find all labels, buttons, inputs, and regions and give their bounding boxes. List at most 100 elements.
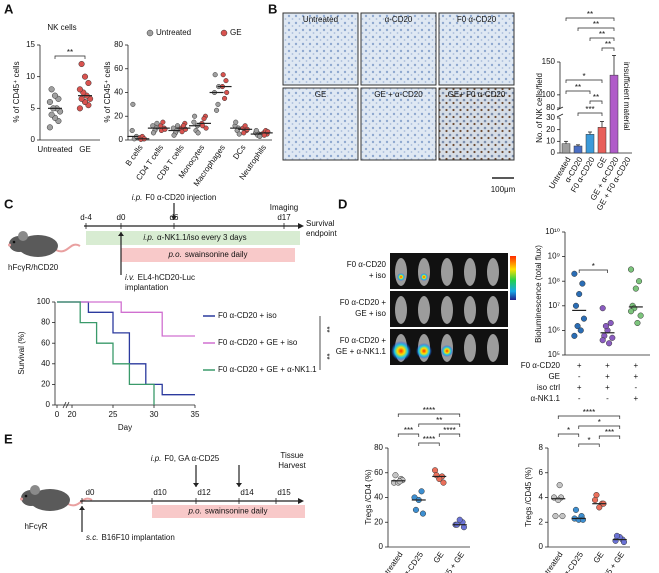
- y-tick-label: 100: [37, 297, 51, 306]
- survival-curve: [57, 301, 155, 405]
- data-point: [46, 98, 53, 106]
- bar: [597, 127, 607, 154]
- data-point: [392, 472, 399, 479]
- bar: [609, 74, 619, 154]
- harvest-line: Harvest: [278, 461, 306, 470]
- data-point: [220, 72, 226, 78]
- significance-bracket: [578, 443, 600, 447]
- chart-title: NK cells: [47, 23, 76, 32]
- data-point: [224, 89, 230, 96]
- tissue-image: [438, 12, 515, 86]
- significance-label: *: [582, 72, 585, 81]
- condition-value: -: [578, 394, 581, 403]
- panel-label: A: [4, 1, 14, 16]
- data-point: [233, 119, 239, 125]
- data-point: [572, 302, 580, 309]
- nk-depletion-route: i.p.: [143, 233, 154, 242]
- data-point: [580, 315, 588, 322]
- y-axis-label: No. of NK cells/field: [535, 73, 544, 143]
- condition-value: +: [605, 361, 610, 370]
- day-label: d12: [197, 488, 211, 497]
- data-point: [253, 127, 259, 134]
- mouse-strain: hFcγR: [24, 522, 47, 531]
- condition-value: +: [605, 372, 610, 381]
- condition-label: α-NK1.1: [530, 394, 560, 403]
- data-point: [192, 113, 198, 119]
- survival-curve: [57, 301, 195, 396]
- axis-break: [556, 106, 564, 111]
- data-point: [627, 266, 635, 273]
- luminescence: [397, 273, 405, 281]
- significance-label: ***: [605, 428, 614, 437]
- significance-bracket: [589, 100, 603, 104]
- data-point: [223, 78, 229, 84]
- tissue-image: [438, 87, 515, 161]
- swainsonine: p.o. swainsonine daily: [167, 250, 247, 259]
- data-point: [456, 516, 463, 523]
- axis-break: [62, 401, 67, 409]
- significance-bracket: [418, 442, 440, 446]
- harvest: Tissue Harvest: [278, 451, 306, 470]
- image-label: GE + α-CD20: [374, 90, 423, 99]
- scale-bar-label: 100μm: [491, 185, 516, 194]
- luminescence: [416, 343, 432, 359]
- data-point: [130, 101, 136, 107]
- x-tick-label: GE: [79, 145, 91, 154]
- image-label-line: F0 α-CD20 +: [340, 298, 387, 307]
- significance-bracket: [565, 79, 603, 83]
- image-label: F0 α-CD20 + GE + α-NK1.1: [336, 336, 387, 356]
- legend-marker: [220, 29, 228, 37]
- condition-label: GE: [548, 372, 560, 381]
- data-point: [602, 323, 609, 330]
- nk-depletion-text: α-NK1.1/iso every 3 days: [157, 233, 247, 242]
- imaged-mouse: [464, 296, 476, 324]
- y-tick-label: 40: [374, 493, 383, 502]
- legend-label: GE: [230, 28, 242, 37]
- injection-route: i.p.: [132, 193, 143, 202]
- data-point: [577, 327, 584, 334]
- data-point: [78, 95, 85, 102]
- data-point: [609, 334, 616, 341]
- y-tick-label: 60: [114, 64, 123, 73]
- data-point: [236, 131, 242, 137]
- data-point: [607, 319, 614, 327]
- data-point: [241, 130, 247, 136]
- y-tick-label: 80: [374, 443, 383, 452]
- condition-value: +: [633, 361, 638, 370]
- implantation-route: s.c.: [86, 533, 98, 542]
- swainsonine-text: swainsonine daily: [205, 507, 268, 516]
- imaging: Imaging: [270, 203, 298, 212]
- data-point: [160, 119, 166, 125]
- data-point: [261, 132, 267, 138]
- significance-label: **: [575, 83, 581, 92]
- data-point: [46, 124, 53, 131]
- data-point: [599, 337, 606, 344]
- image-label: F0 α-CD20: [457, 15, 497, 24]
- data-point: [559, 513, 566, 520]
- x-tick-label: Untreated: [537, 550, 565, 573]
- y-tick-label: 80: [41, 318, 50, 327]
- y-tick-label: 5: [31, 103, 36, 112]
- significance-label: *: [592, 262, 595, 271]
- image-label: F0 α-CD20 + iso: [347, 260, 387, 280]
- data-point: [154, 120, 160, 126]
- day-label: d17: [277, 213, 291, 222]
- data-point: [81, 73, 89, 80]
- panel-label: D: [338, 196, 347, 211]
- day-label: d14: [240, 488, 254, 497]
- data-point: [191, 119, 197, 125]
- y-axis-label: Tregs /CD4 (%): [364, 469, 373, 525]
- nk-depletion: i.p. α-NK1.1/iso every 3 days: [143, 233, 246, 242]
- swainsonine-route: p.o.: [187, 507, 201, 516]
- data-point: [579, 516, 587, 523]
- significance-bracket: [578, 269, 608, 273]
- injection-route: i.p.: [151, 454, 162, 463]
- imaged-mouse: [441, 258, 453, 286]
- y-axis-label: % of CD45⁺ cells: [12, 61, 21, 122]
- implantation-line: implantation: [125, 283, 168, 292]
- significance-label: *: [587, 436, 590, 445]
- data-point: [412, 506, 420, 513]
- imaged-mouse: [464, 258, 476, 286]
- implantation: s.c. B16F10 implantation: [86, 533, 175, 542]
- panel-label: C: [4, 196, 14, 211]
